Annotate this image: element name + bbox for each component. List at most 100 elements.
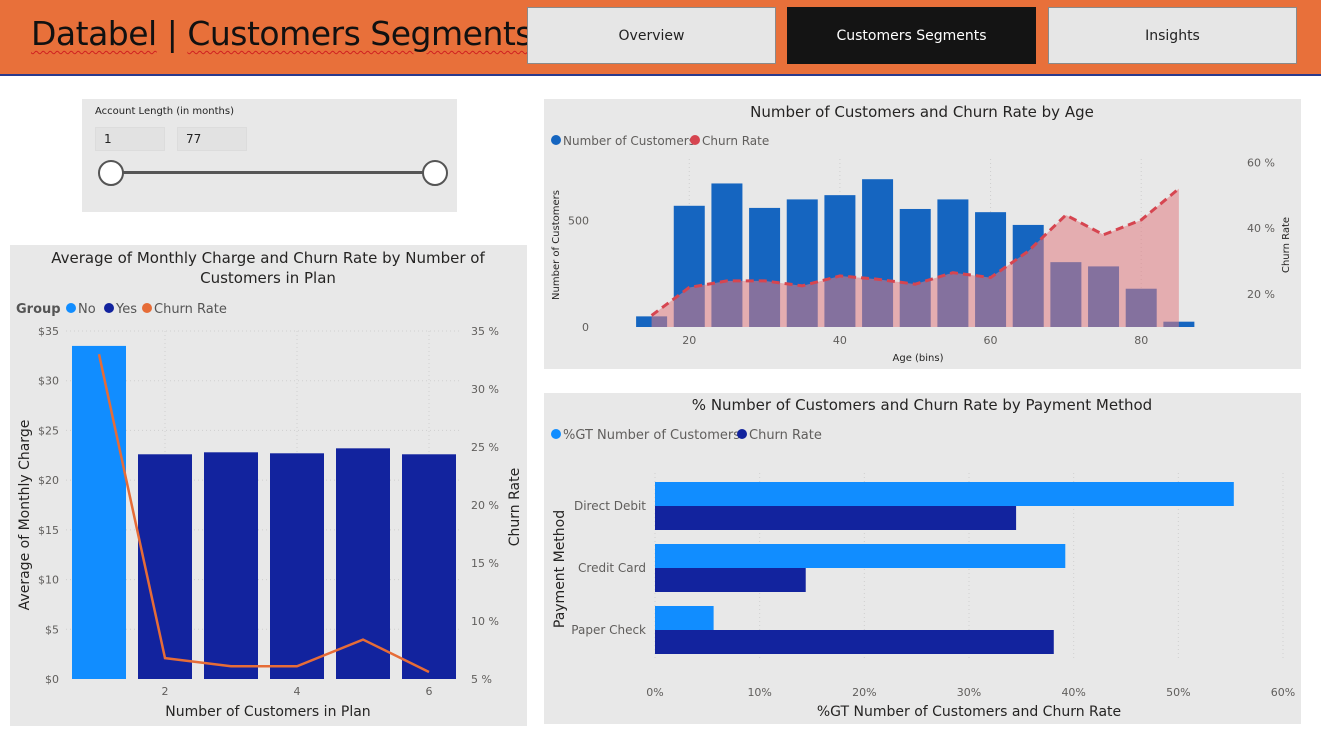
- chart1-legend-churn[interactable]: Churn Rate: [154, 302, 227, 317]
- chart3-bar[interactable]: [655, 568, 806, 592]
- chart1-legend: Group No Yes Churn Rate: [16, 302, 227, 317]
- chart1-y-tick: $5: [45, 623, 59, 636]
- chart1-legend-no-marker: [66, 303, 76, 313]
- age-chart: Number of Customers and Churn Rate by Ag…: [551, 103, 1292, 364]
- chart2-x-tick: 80: [1134, 334, 1148, 347]
- chart3-x-tick: 20%: [852, 686, 876, 699]
- chart3-x-tick: 0%: [646, 686, 663, 699]
- nav-overview-button[interactable]: Overview: [527, 7, 776, 64]
- chart1-legend-yes-marker: [104, 303, 114, 313]
- chart3-legend-churn-marker: [737, 429, 747, 439]
- chart1-bar[interactable]: [270, 453, 324, 679]
- chart2-legend: Number of Customers Churn Rate: [551, 134, 769, 148]
- chart1-x-axis-label: Number of Customers in Plan: [165, 704, 370, 720]
- nav-insights-button[interactable]: Insights: [1048, 7, 1297, 64]
- chart1-title-line1: Average of Monthly Charge and Churn Rate…: [51, 249, 485, 267]
- chart3-legend-churn[interactable]: Churn Rate: [749, 428, 822, 443]
- chart3-y-axis-label: Payment Method: [552, 510, 568, 628]
- chart2-churn-line[interactable]: [650, 187, 1180, 317]
- chart3-x-tick: 30%: [957, 686, 981, 699]
- chart3-category-label: Credit Card: [578, 561, 646, 575]
- chart3-x-tick: 10%: [747, 686, 771, 699]
- chart2-x-tick: 60: [984, 334, 998, 347]
- chart2-y-tick: 500: [568, 215, 589, 228]
- payment-method-chart: % Number of Customers and Churn Rate by …: [551, 396, 1295, 720]
- chart1-legend-title: Group: [16, 302, 61, 317]
- chart1-y-tick: $0: [45, 673, 59, 686]
- chart1-x-tick: 6: [426, 685, 433, 698]
- chart3-x-axis-label: %GT Number of Customers and Churn Rate: [817, 704, 1121, 720]
- chart1-y-tick: $10: [38, 574, 59, 587]
- age-chart-panel: Number of Customers and Churn Rate by Ag…: [544, 99, 1301, 369]
- chart1-y2-axis-label: Churn Rate: [507, 468, 523, 546]
- chart1-bar[interactable]: [204, 452, 258, 679]
- chart3-legend: %GT Number of Customers Churn Rate: [551, 428, 822, 443]
- chart1-churn-line[interactable]: [97, 353, 430, 674]
- chart3-legend-gt[interactable]: %GT Number of Customers: [563, 428, 740, 443]
- nav-customers-segments-button[interactable]: Customers Segments: [787, 7, 1036, 64]
- chart1-y-tick: $20: [38, 474, 59, 487]
- slicer-label: Account Length (in months): [95, 106, 234, 117]
- chart2-legend-customers[interactable]: Number of Customers: [563, 134, 695, 148]
- chart2-churn-area: [651, 188, 1179, 327]
- chart2-x-tick: 20: [682, 334, 696, 347]
- chart1-legend-churn-marker: [142, 303, 152, 313]
- chart1-legend-no[interactable]: No: [78, 302, 96, 317]
- chart1-y2-tick: 5 %: [471, 673, 492, 686]
- slicer-min-input[interactable]: 1: [95, 127, 165, 151]
- chart2-y-tick: 0: [582, 321, 589, 334]
- chart3-bar[interactable]: [655, 544, 1066, 568]
- chart1-y-tick: $25: [38, 424, 59, 437]
- chart1-y2-tick: 30 %: [471, 383, 499, 396]
- chart2-y2-tick: 60 %: [1247, 156, 1275, 169]
- chart3-bar[interactable]: [655, 482, 1234, 506]
- slicer-max-handle[interactable]: [422, 160, 448, 186]
- title-page: Customers Segments: [187, 14, 532, 53]
- chart2-legend-customers-marker: [551, 135, 561, 145]
- chart3-bar[interactable]: [655, 506, 1017, 530]
- chart1-y2-tick: 20 %: [471, 499, 499, 512]
- chart2-legend-churn-marker: [690, 135, 700, 145]
- title-brand: Databel: [31, 14, 157, 53]
- chart1-y2-tick: 35 %: [471, 325, 499, 338]
- chart1-y-axis-label: Average of Monthly Charge: [17, 420, 33, 611]
- chart3-bar[interactable]: [655, 606, 714, 630]
- chart1-y2-tick: 15 %: [471, 557, 499, 570]
- header-bar: Databel | Customers Segments Overview Cu…: [0, 0, 1321, 76]
- chart1-y2-tick: 10 %: [471, 615, 499, 628]
- page-title: Databel | Customers Segments: [31, 14, 532, 53]
- chart2-legend-churn[interactable]: Churn Rate: [702, 134, 769, 148]
- chart1-bar[interactable]: [336, 448, 390, 679]
- chart3-x-tick: 60%: [1271, 686, 1295, 699]
- chart1-title-line2: Customers in Plan: [200, 269, 336, 287]
- chart1-bar[interactable]: [138, 454, 192, 679]
- chart3-category-label: Paper Check: [571, 623, 646, 637]
- monthly-charge-chart: Average of Monthly Charge and Churn Rate…: [16, 249, 523, 720]
- account-length-slicer: Account Length (in months) 1 77: [82, 99, 457, 212]
- chart1-y-tick: $15: [38, 524, 59, 537]
- chart2-x-tick: 40: [833, 334, 847, 347]
- chart2-y2-axis-label: Churn Rate: [1281, 217, 1292, 273]
- payment-method-chart-panel: % Number of Customers and Churn Rate by …: [544, 393, 1301, 724]
- chart3-category-label: Direct Debit: [574, 499, 646, 513]
- chart3-title: % Number of Customers and Churn Rate by …: [692, 396, 1152, 414]
- chart3-x-tick: 50%: [1166, 686, 1190, 699]
- chart1-y-tick: $30: [38, 375, 59, 388]
- chart2-y2-tick: 20 %: [1247, 288, 1275, 301]
- slicer-min-handle[interactable]: [98, 160, 124, 186]
- monthly-charge-chart-panel: Average of Monthly Charge and Churn Rate…: [10, 245, 527, 726]
- chart2-y-axis-label: Number of Customers: [551, 190, 562, 300]
- slicer-max-input[interactable]: 77: [177, 127, 247, 151]
- chart3-x-tick: 40%: [1061, 686, 1085, 699]
- chart1-bar[interactable]: [72, 345, 126, 679]
- chart3-bar[interactable]: [655, 630, 1054, 654]
- chart1-bar[interactable]: [402, 454, 456, 679]
- chart1-y-tick: $35: [38, 325, 59, 338]
- chart2-y2-tick: 40 %: [1247, 222, 1275, 235]
- title-separator: |: [156, 14, 188, 53]
- chart2-x-axis-label: Age (bins): [893, 353, 944, 364]
- chart1-x-tick: 4: [294, 685, 301, 698]
- slicer-track[interactable]: [110, 171, 436, 174]
- chart1-legend-yes[interactable]: Yes: [115, 302, 137, 317]
- chart2-title: Number of Customers and Churn Rate by Ag…: [750, 103, 1094, 121]
